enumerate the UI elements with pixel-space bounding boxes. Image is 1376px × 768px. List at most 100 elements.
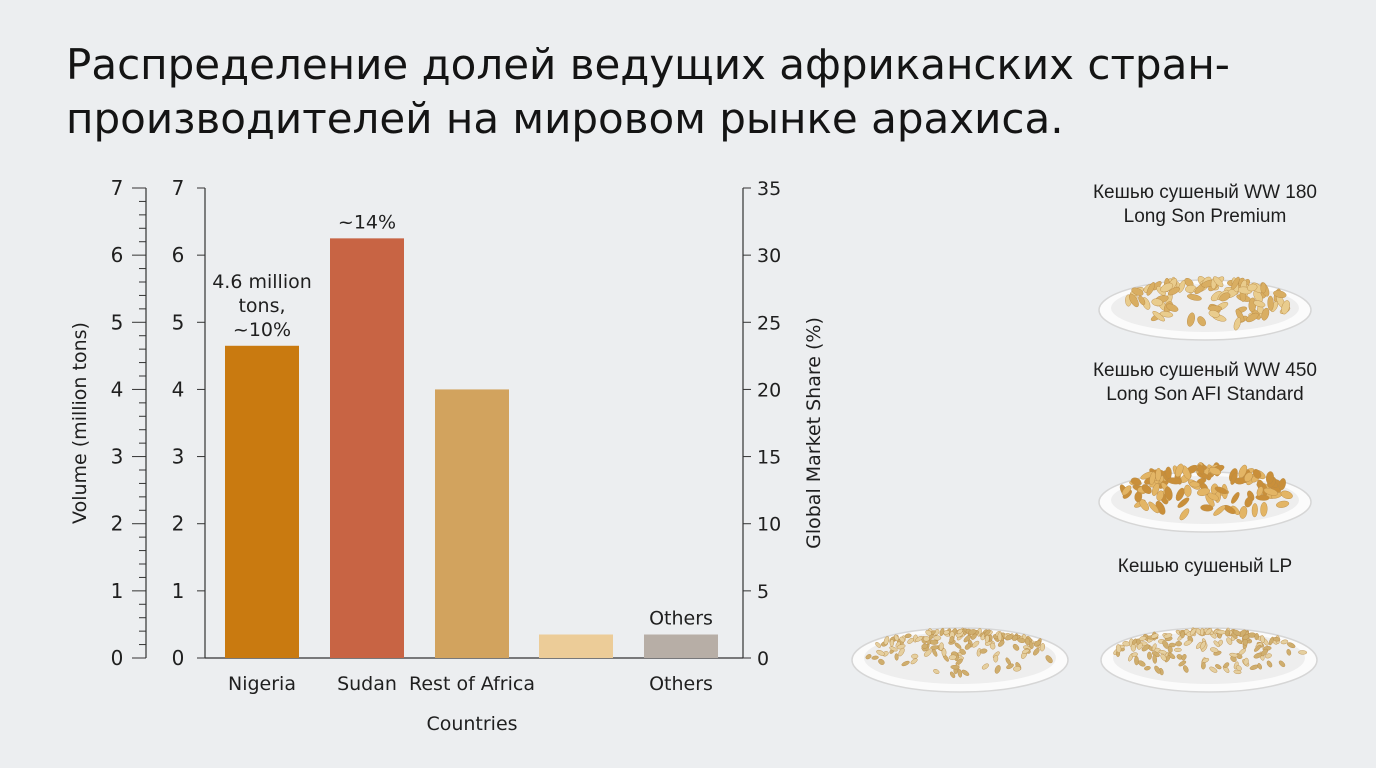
cashew-nut: [1235, 308, 1245, 323]
cashew-nut: [1012, 643, 1020, 651]
cashew-nut: [1213, 640, 1220, 648]
bar-sudan: [330, 238, 404, 658]
cashew-nut: [963, 635, 972, 643]
cashew-nut: [989, 642, 996, 650]
cashew-nut: [915, 635, 923, 642]
cashew-nut: [1266, 660, 1273, 668]
product-name-line: Long Son Premium: [1123, 206, 1287, 227]
cashew-nut: [943, 630, 950, 635]
cashew-nut: [1260, 648, 1269, 657]
cashew-nut: [1156, 490, 1164, 501]
cashew-nut: [1137, 660, 1146, 667]
y-tick-label-inner: 0: [172, 646, 185, 670]
cashew-nut: [1238, 648, 1246, 656]
y-tick-label-inner: 5: [172, 310, 185, 334]
cashew-nut: [878, 658, 885, 665]
cashew-nut: [1039, 643, 1045, 652]
cashew-nut: [1162, 640, 1169, 649]
cashew-nut: [1260, 501, 1268, 517]
cashew-nut: [994, 665, 1001, 674]
cashew-nut: [1134, 655, 1139, 666]
product-name-line: Кешью сушеный LP: [1117, 556, 1293, 577]
y-tick-label-outer: 6: [111, 243, 124, 267]
cashew-nut: [941, 648, 947, 657]
cashew-nut: [1268, 636, 1274, 646]
cashew-nut: [1243, 657, 1249, 666]
bar-unlabeled: [539, 634, 613, 658]
y-axis-right-title: Global Market Share (%): [803, 317, 825, 549]
cashew-nut: [1146, 282, 1156, 296]
cashew-plate-ww180-image: [1098, 276, 1312, 341]
cashew-nut: [1033, 640, 1042, 647]
cashew-nut: [1163, 633, 1173, 639]
cashew-nut: [997, 640, 1005, 647]
cashew-nut: [1187, 312, 1195, 327]
cashew-nut: [1280, 490, 1293, 499]
y-tick-label-inner: 2: [172, 512, 185, 536]
bar-data-label: ~10%: [233, 319, 291, 341]
cashew-nut: [979, 648, 988, 654]
cashew-nut: [970, 633, 977, 640]
y-tick-label-outer: 0: [111, 646, 124, 670]
cashew-nut: [949, 671, 956, 679]
cashew-nut: [1247, 283, 1258, 292]
cashew-nut: [1233, 317, 1241, 331]
cashew-nut: [1150, 633, 1159, 639]
cashew-nut: [1231, 276, 1240, 290]
cashew-nut: [1155, 467, 1162, 482]
bar-data-label: tons,: [238, 295, 285, 317]
cashew-nut: [898, 647, 905, 657]
cashew-nut: [1178, 660, 1187, 667]
cashew-nut: [1278, 478, 1286, 491]
cashew-nut: [1232, 629, 1242, 637]
cashew-nut: [1280, 639, 1289, 645]
cashew-nut: [933, 669, 940, 674]
x-tick-label: Others: [649, 673, 713, 695]
y-tick-label-inner: 7: [172, 176, 185, 200]
cashew-nut: [1201, 662, 1206, 670]
cashew-nut: [1242, 634, 1250, 640]
cashew-nut: [1180, 630, 1185, 639]
cashew-nut: [1219, 292, 1231, 302]
cashew-nut: [1189, 628, 1197, 636]
y-right-tick-label: 15: [757, 447, 781, 469]
cashew-nut: [1151, 643, 1157, 651]
bar-rest-of-africa: [435, 389, 509, 658]
cashew-nut: [1215, 664, 1222, 670]
y-tick-label-inner: 3: [172, 445, 185, 469]
chart-bars: [225, 238, 718, 658]
cashew-nut: [1144, 666, 1151, 671]
cashew-nut: [1131, 287, 1144, 296]
cashew-nut: [1263, 487, 1278, 496]
cashew-nut: [1187, 294, 1202, 301]
cashew-nut: [923, 649, 932, 657]
cashew-nut: [875, 642, 881, 648]
cashew-nut: [1045, 655, 1053, 664]
cashew-nut: [1115, 644, 1122, 653]
cashew-nut: [1229, 652, 1239, 658]
cashew-nut: [1179, 508, 1190, 521]
cashew-nut: [1197, 487, 1210, 496]
cashew-nut: [1264, 653, 1272, 659]
cashew-nut: [1287, 642, 1296, 649]
y-right-tick-label: 5: [757, 581, 769, 603]
bar-data-label: 4.6 million: [212, 271, 312, 293]
cashew-nut: [1148, 501, 1160, 514]
cashew-nut: [907, 637, 914, 644]
cashew-nut: [1183, 665, 1189, 673]
chart-axes: 0 0 1 1 2 2 3 3 4 4 5 5 6 6 7 7 0 5 10 15 20 25 30 35 Countries V…: [69, 176, 825, 735]
bar-others: [644, 634, 718, 658]
cashew-nut: [1213, 276, 1224, 288]
cashew-nut: [889, 639, 895, 647]
cashew-nut: [889, 646, 898, 652]
cashew-nut: [1298, 650, 1308, 655]
cashew-nut: [1160, 282, 1174, 293]
cashew-nut: [961, 669, 970, 676]
cashew-nut: [1028, 641, 1034, 649]
cashew-nut: [1154, 665, 1161, 674]
cashew-nut: [1231, 492, 1240, 504]
cashew-nut: [1235, 665, 1242, 671]
cashew-nut: [1205, 628, 1213, 636]
cashew-nut: [923, 636, 930, 642]
cashew-nut: [1201, 657, 1210, 663]
